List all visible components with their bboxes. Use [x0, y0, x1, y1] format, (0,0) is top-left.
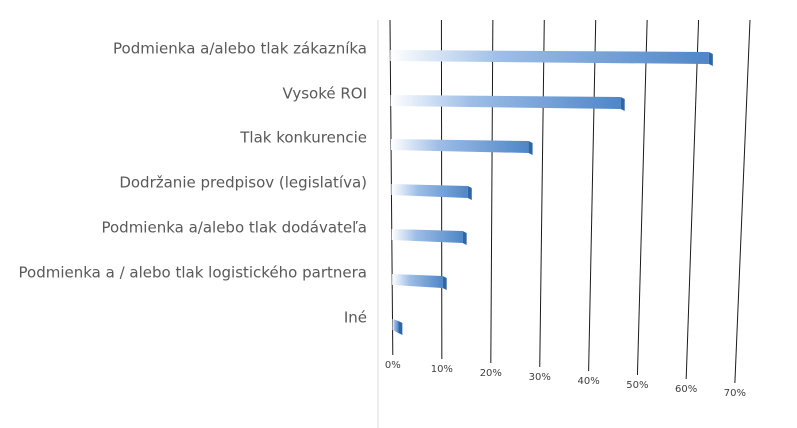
y-tick-label: Podmienka a / alebo tlak logistického pa… — [19, 264, 367, 282]
bar — [391, 139, 529, 153]
bar — [392, 319, 399, 333]
bar-end — [620, 97, 625, 111]
y-tick-label: Vysoké ROI — [282, 85, 367, 103]
x-tick-label: 40% — [577, 376, 599, 387]
grid-line — [588, 19, 597, 372]
bar-end — [467, 186, 472, 200]
y-tick-label: Podmienka a/alebo tlak zákazníka — [113, 40, 367, 58]
bar — [390, 50, 709, 64]
bar-end — [528, 141, 533, 155]
bar — [392, 274, 443, 288]
bar-end — [462, 231, 467, 245]
bar-end — [442, 276, 447, 290]
y-tick-label: Dodržanie predpisov (legislatíva) — [119, 174, 367, 192]
grid-line — [685, 19, 700, 380]
bar-end — [398, 321, 403, 335]
x-tick-label: 10% — [431, 364, 453, 375]
grid-line — [734, 19, 751, 384]
grid-line — [636, 19, 648, 376]
x-tick-label: 60% — [675, 384, 697, 395]
x-tick-label: 0% — [385, 360, 401, 371]
y-tick-label: Tlak konkurencie — [239, 129, 367, 147]
x-tick-label: 30% — [529, 372, 551, 383]
grid-line — [539, 19, 545, 368]
x-tick-label: 20% — [480, 368, 502, 379]
bar — [390, 95, 621, 109]
bar — [391, 229, 463, 243]
bar-end — [708, 52, 713, 66]
grid-line — [490, 19, 494, 364]
y-tick-label: Podmienka a/alebo tlak dodávateľa — [101, 219, 367, 237]
x-tick-label: 70% — [724, 388, 746, 399]
x-tick-label: 50% — [626, 380, 648, 391]
y-tick-label: Iné — [344, 309, 367, 327]
bar — [391, 184, 468, 198]
